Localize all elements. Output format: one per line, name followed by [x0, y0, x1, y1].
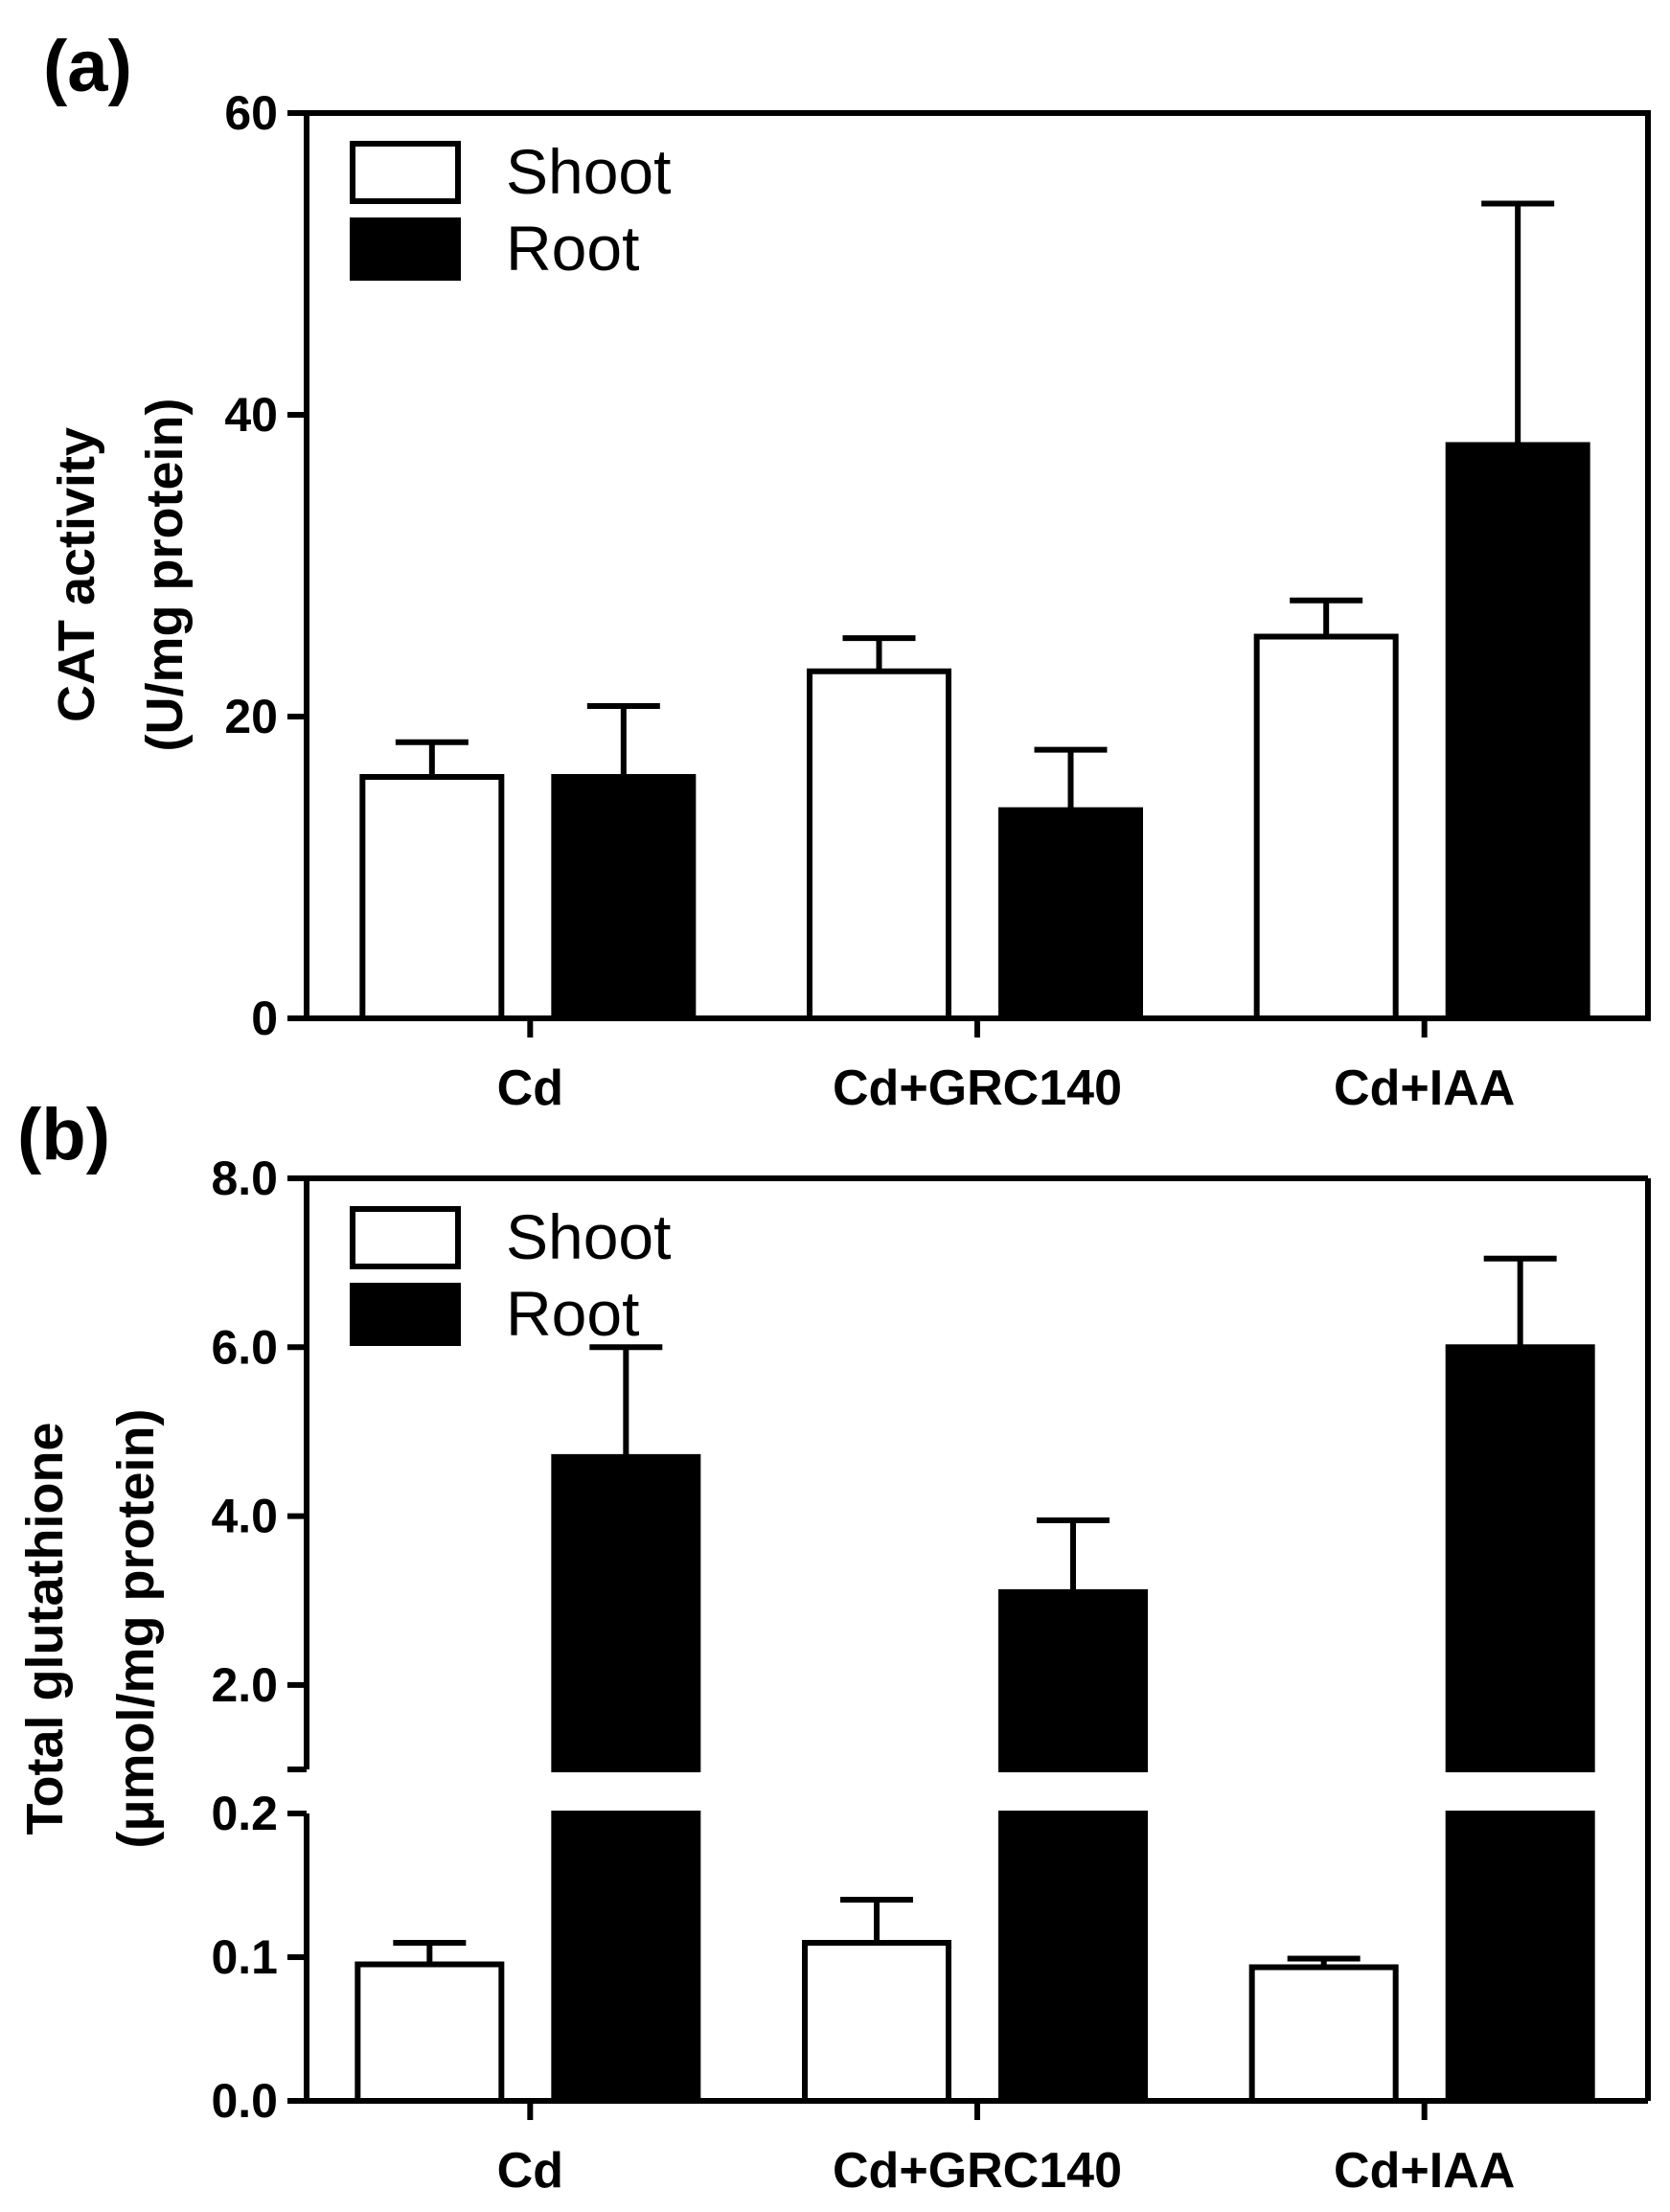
- panel-b-lower-ytick-label-0: 0.0: [211, 2074, 278, 2128]
- panel-b-xtick-label-1: Cd+GRC140: [833, 2143, 1122, 2199]
- panel-b-xtick-label-2: Cd+IAA: [1334, 2143, 1515, 2199]
- panel-b-upper-ytick-label-2: 6.0: [211, 1320, 278, 1374]
- panel-a-bar-root-1: [998, 807, 1143, 1022]
- panel-b-legend-label-root: Root: [506, 1278, 639, 1349]
- panel-b-label: (b): [17, 1094, 110, 1175]
- panel-a-bar-shoot-2: [1253, 633, 1399, 1022]
- panel-b-bar-shoot-0: [355, 1961, 505, 2104]
- panel-a-legend-swatch-shoot: [350, 141, 461, 204]
- panel-a-bar-shoot-0: [359, 774, 505, 1021]
- panel-b-xtick-label-0: Cd: [497, 2143, 563, 2199]
- panel-b-upper-ytick-label-0: 2.0: [211, 1658, 278, 1712]
- panel-a-label: (a): [43, 26, 132, 107]
- panel-a-bar-root-2: [1445, 442, 1590, 1021]
- panel-a-ylabel-line2: (U/mg protein): [136, 399, 194, 752]
- panel-a-legend-label-root: Root: [506, 213, 639, 284]
- panel-b-ylabel-line2: (μmol/mg protein): [107, 1409, 165, 1849]
- panel-b-plot: 2.0 4.0 6.0 8.0 0.0 0.1 0.2 Cd Cd+GRC140 Cd+IAA Sh…: [211, 1152, 1651, 2199]
- panel-a-bar-shoot-1: [807, 668, 951, 1021]
- panel-b-lower-ytick-label-1: 0.1: [211, 1930, 278, 1984]
- panel-a-xtick-label-0: Cd: [497, 1060, 563, 1116]
- panel-b-legend-swatch-shoot: [350, 1206, 461, 1269]
- panel-b-bar-shoot-2: [1248, 1964, 1399, 2104]
- panel-a-ylabel-line1: CAT activity: [48, 427, 105, 722]
- panel-b-upper-ytick-label-3: 8.0: [211, 1152, 278, 1205]
- panel-a-xtick-label-2: Cd+IAA: [1334, 1060, 1515, 1116]
- panel-b-ylabel-line1: Total glutathione: [16, 1423, 74, 1836]
- panel-a-ytick-label-0: 0: [251, 992, 278, 1045]
- panel-a-legend-swatch-root: [350, 217, 461, 281]
- panel-a-bar-root-0: [551, 774, 697, 1021]
- panel-a-legend-label-shoot: Shoot: [506, 136, 671, 207]
- panel-b-bar-upper-root-0: [551, 1453, 701, 1773]
- panel-a-ytick-label-1: 20: [224, 690, 278, 743]
- panel-b-bar-lower-root-2: [1445, 1811, 1595, 2104]
- panel-b-legend-swatch-root: [350, 1283, 461, 1346]
- panel-b-bar-lower-root-1: [998, 1811, 1148, 2104]
- panel-a-ytick-label-2: 40: [224, 388, 278, 442]
- panel-b-bar-upper-root-1: [998, 1588, 1148, 1773]
- panel-a-ytick-label-3: 60: [224, 86, 278, 140]
- panel-b-upper-ytick-label-1: 4.0: [211, 1490, 278, 1543]
- panel-b-legend-label-shoot: Shoot: [506, 1201, 671, 1272]
- panel-b-bar-upper-root-2: [1445, 1344, 1595, 1773]
- panel-a-xtick-label-1: Cd+GRC140: [833, 1060, 1122, 1116]
- panel-b-bar-lower-root-0: [551, 1811, 701, 2104]
- panel-b-bar-shoot-1: [802, 1940, 951, 2104]
- panel-b-lower-ytick-label-2: 0.2: [211, 1787, 278, 1840]
